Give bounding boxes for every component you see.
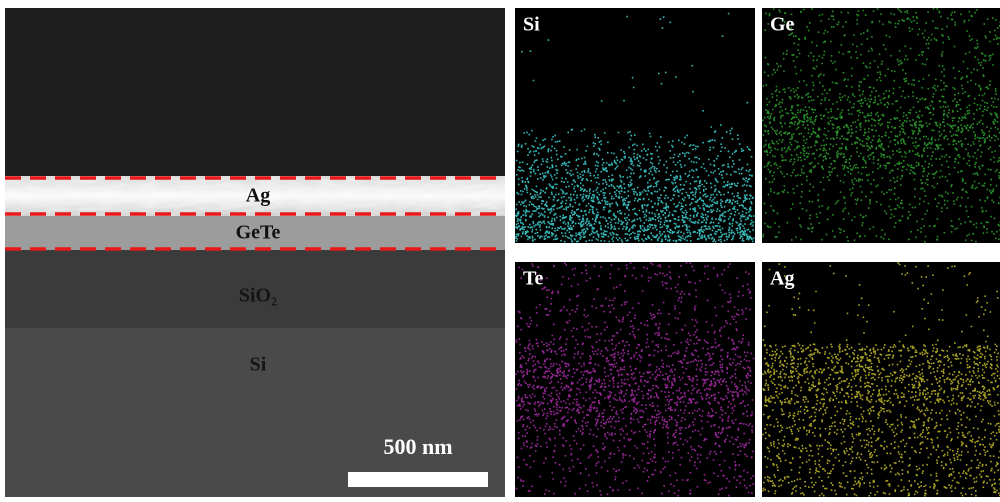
- sem-image: Ag GeTe SiO₂ Si 500 nm: [5, 8, 505, 497]
- map-label: Te: [523, 268, 544, 290]
- map-label: Ag: [770, 268, 794, 290]
- layer-label: Ag: [246, 185, 270, 207]
- map-background: [515, 262, 755, 497]
- map-label: Si: [523, 14, 540, 36]
- map-label: Ge: [770, 14, 795, 36]
- layer-label: GeTe: [236, 222, 281, 244]
- scale-bar: [348, 472, 488, 487]
- figure: Ag GeTe SiO₂ Si 500 nm SiGeTeAg: [0, 0, 1000, 502]
- eds-maps: Si Ge Te Ag: [515, 8, 1000, 497]
- layer-label: Si: [250, 354, 267, 376]
- layer-label: SiO₂: [239, 285, 277, 307]
- map-background: [762, 262, 1000, 497]
- scale-bar-label: 500 nm: [383, 434, 452, 459]
